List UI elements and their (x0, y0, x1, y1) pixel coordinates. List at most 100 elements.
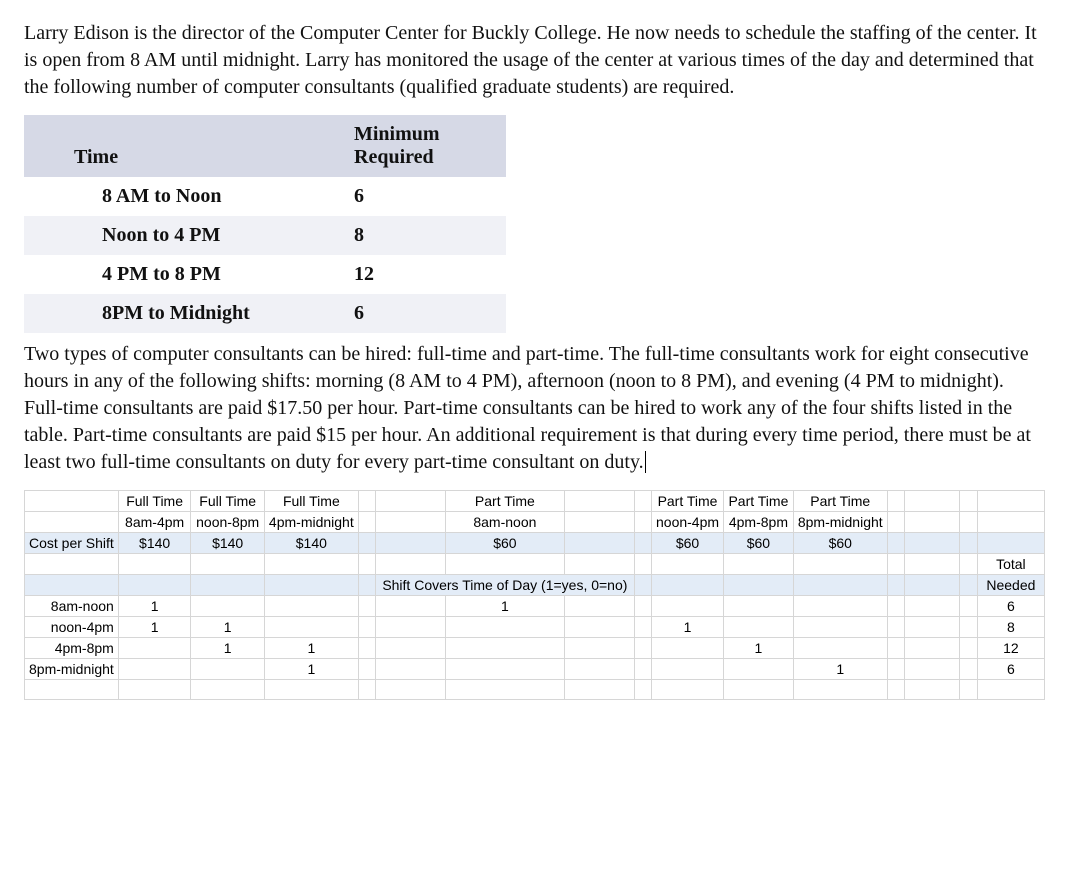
cell (793, 575, 887, 596)
cell (25, 491, 119, 512)
cell (264, 596, 358, 617)
cell (960, 638, 977, 659)
min-cell: 8 (346, 216, 506, 255)
cell (724, 575, 794, 596)
cell (358, 659, 375, 680)
cell (376, 512, 445, 533)
cell (25, 575, 119, 596)
cell: $140 (191, 533, 265, 554)
cell (905, 659, 960, 680)
sheet-row-cost: Cost per Shift $140 $140 $140 $60 $60 $6… (25, 533, 1045, 554)
cell: 1 (118, 596, 191, 617)
cell: 1 (445, 596, 565, 617)
cell (905, 554, 960, 575)
cell (960, 575, 977, 596)
cell (887, 617, 904, 638)
cell (376, 596, 445, 617)
cell (724, 617, 794, 638)
time-cell: 8PM to Midnight (24, 294, 346, 333)
cell (358, 512, 375, 533)
header-min: Minimum Required (346, 115, 506, 177)
cell (376, 554, 445, 575)
sheet-row-cover-header: Shift Covers Time of Day (1=yes, 0=no) N… (25, 575, 1045, 596)
cell (652, 638, 724, 659)
cell (652, 659, 724, 680)
text-cursor-icon (645, 451, 646, 473)
table-row: 4 PM to 8 PM 12 (24, 255, 506, 294)
sheet-row-cover: noon-4pm 1 1 1 8 (25, 617, 1045, 638)
requirements-table: Time Minimum Required 8 AM to Noon 6 Noo… (24, 115, 506, 333)
cell (634, 491, 651, 512)
cell (634, 659, 651, 680)
cell (358, 533, 375, 554)
cell (905, 596, 960, 617)
cell (960, 659, 977, 680)
cell (634, 575, 651, 596)
cell (191, 659, 265, 680)
cell (565, 512, 634, 533)
cell (905, 512, 960, 533)
cell: noon-4pm (652, 512, 724, 533)
cell: 1 (191, 638, 265, 659)
cell (358, 554, 375, 575)
cell (960, 491, 977, 512)
cell (960, 512, 977, 533)
cell (905, 680, 960, 700)
cell: 1 (118, 617, 191, 638)
cell (118, 554, 191, 575)
cell (634, 596, 651, 617)
cell (887, 596, 904, 617)
cell (887, 533, 904, 554)
cell (358, 617, 375, 638)
cell (376, 680, 445, 700)
cell: 8am-noon (445, 512, 565, 533)
cell: $140 (118, 533, 191, 554)
cell (191, 596, 265, 617)
cell (793, 680, 887, 700)
cell (724, 554, 794, 575)
cell: Full Time (118, 491, 191, 512)
cell (118, 680, 191, 700)
intro-paragraph-2: Two types of computer consultants can be… (24, 341, 1045, 476)
cell (376, 491, 445, 512)
cell: 1 (793, 659, 887, 680)
cell: Part Time (445, 491, 565, 512)
sheet-row-blank: Total (25, 554, 1045, 575)
cell (565, 659, 634, 680)
cell: 8am-4pm (118, 512, 191, 533)
cell (724, 596, 794, 617)
spreadsheet-table: Full Time Full Time Full Time Part Time … (24, 490, 1045, 700)
cell (652, 680, 724, 700)
cell (977, 491, 1044, 512)
header-time: Time (24, 115, 346, 177)
cell (793, 617, 887, 638)
time-cell: 8 AM to Noon (24, 177, 346, 216)
table-header-row: Time Minimum Required (24, 115, 506, 177)
min-cell: 6 (346, 294, 506, 333)
sheet-row-cover: 4pm-8pm 1 1 1 12 (25, 638, 1045, 659)
cell (565, 533, 634, 554)
cell (25, 554, 119, 575)
intro-paragraph-1: Larry Edison is the director of the Comp… (24, 20, 1045, 101)
sheet-row-blank (25, 680, 1045, 700)
cell (118, 638, 191, 659)
cell (905, 617, 960, 638)
cell (358, 596, 375, 617)
table-row: 8PM to Midnight 6 (24, 294, 506, 333)
cell (887, 575, 904, 596)
cell (793, 638, 887, 659)
time-cell: Noon to 4 PM (24, 216, 346, 255)
cell (191, 554, 265, 575)
cell (118, 575, 191, 596)
cell: $60 (793, 533, 887, 554)
min-cell: 6 (346, 177, 506, 216)
cell: 8pm-midnight (793, 512, 887, 533)
cell (905, 533, 960, 554)
cell (905, 638, 960, 659)
cell (565, 680, 634, 700)
cell (724, 659, 794, 680)
cell (565, 638, 634, 659)
cell (565, 554, 634, 575)
cell (264, 575, 358, 596)
cell (634, 680, 651, 700)
